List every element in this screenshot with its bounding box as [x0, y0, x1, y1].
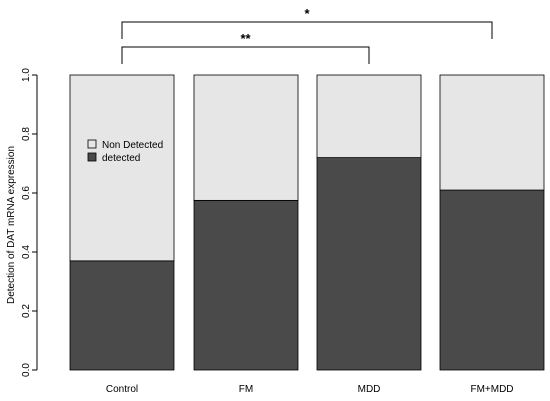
bar-mdd-detected [316, 157, 422, 371]
y-axis: 0.0 0.2 0.4 0.6 0.8 1.0 [21, 68, 38, 377]
legend: Non Detected detected [87, 139, 163, 164]
y-tick-label-0: 0.0 [21, 363, 32, 377]
x-label-fm: FM [239, 384, 253, 395]
significance-bracket-0 [121, 46, 370, 64]
x-label-mdd: MDD [358, 384, 381, 395]
y-tick-label-3: 0.6 [21, 186, 32, 200]
bar-fm-detected [193, 199, 299, 371]
y-tick-label-2: 0.4 [21, 245, 32, 259]
legend-swatch-non-detected [87, 139, 97, 149]
x-label-control: Control [106, 384, 138, 395]
bar-control-detected [69, 260, 175, 371]
bars [69, 74, 545, 371]
x-label-fm-mdd: FM+MDD [470, 384, 513, 395]
y-tick-label-4: 0.8 [21, 127, 32, 141]
significance-bracket-1 [121, 21, 493, 39]
significance-label-0: ** [240, 31, 251, 46]
bar-fm-mdd-detected [439, 189, 545, 371]
significance-label-1: * [304, 6, 310, 21]
bar-fm-mdd-non-detected [439, 74, 545, 191]
bar-fm-non-detected [193, 74, 299, 201]
legend-swatch-detected [87, 152, 97, 162]
bar-mdd-non-detected [316, 74, 422, 158]
y-tick-label-1: 0.2 [21, 304, 32, 318]
legend-label-non-detected: Non Detected [102, 140, 163, 151]
significance-brackets: *** [121, 6, 493, 64]
bar-control-non-detected [69, 74, 175, 262]
legend-label-detected: detected [102, 153, 140, 164]
y-tick-label-5: 1.0 [21, 68, 32, 82]
x-axis-labels: Control FM MDD FM+MDD [106, 384, 514, 395]
y-axis-title: Detection of DAT mRNA expression [6, 146, 17, 304]
